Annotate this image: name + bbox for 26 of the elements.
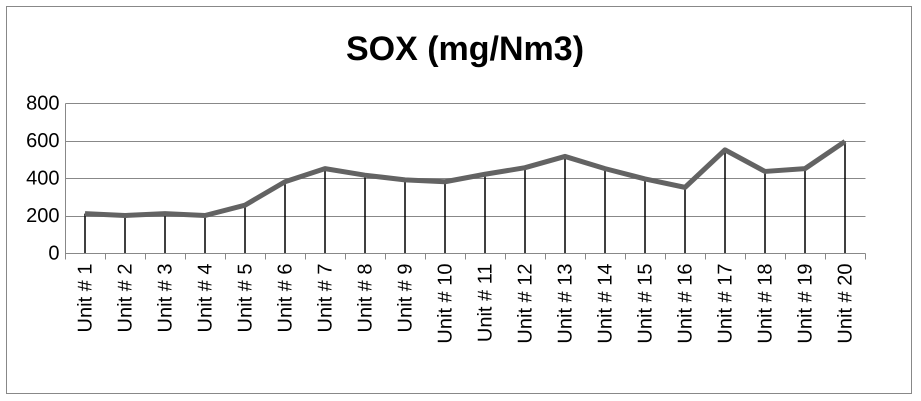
x-tick-label: Unit # 19 — [794, 264, 816, 344]
x-tick-label: Unit # 9 — [394, 264, 416, 332]
x-tick-label: Unit # 16 — [674, 264, 696, 344]
x-tick-label: Unit # 3 — [154, 264, 176, 332]
y-tick-label: 600 — [26, 130, 60, 152]
x-tick-label: Unit # 11 — [474, 264, 496, 342]
x-tick-label: Unit # 7 — [314, 264, 336, 332]
x-tick-label: Unit # 20 — [834, 264, 856, 344]
chart-title: SOX (mg/Nm3) — [346, 30, 584, 68]
x-tick-label: Unit # 6 — [274, 264, 296, 332]
x-tick-label: Unit # 1 — [74, 264, 96, 332]
x-tick-label: Unit # 4 — [194, 264, 216, 332]
x-tick-label: Unit # 5 — [234, 264, 256, 332]
x-tick-label: Unit # 15 — [634, 264, 656, 344]
y-tick-label: 200 — [26, 205, 60, 227]
y-tick-label: 400 — [26, 168, 60, 190]
x-tick-label: Unit # 14 — [594, 264, 616, 344]
x-tick-label: Unit # 12 — [514, 264, 536, 344]
x-tick-label: Unit # 18 — [754, 264, 776, 344]
x-tick-label: Unit # 17 — [714, 264, 736, 344]
x-tick-label: Unit # 13 — [554, 264, 576, 344]
x-tick-label: Unit # 8 — [354, 264, 376, 332]
y-tick-label: 0 — [48, 242, 60, 264]
y-tick-label: 800 — [26, 92, 60, 114]
x-tick-label: Unit # 10 — [434, 264, 456, 344]
x-tick-label: Unit # 2 — [114, 264, 136, 332]
